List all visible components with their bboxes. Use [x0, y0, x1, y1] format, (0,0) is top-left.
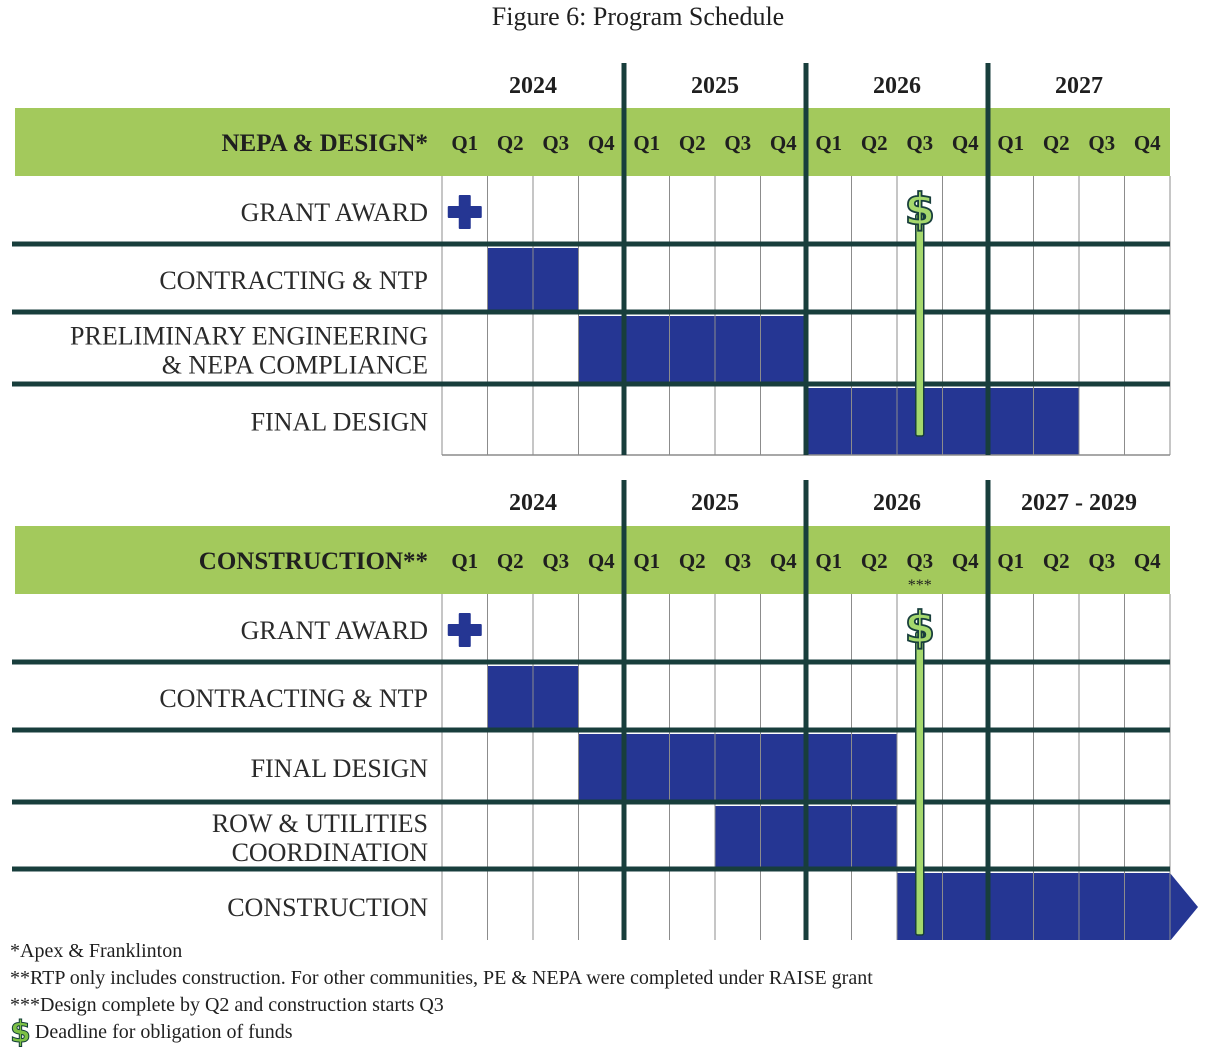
construction-milestone-note: ***	[908, 577, 932, 594]
nepa-plus-icon	[447, 195, 482, 229]
nepa-dollar-sign-icon: $	[904, 184, 935, 235]
nepa-quarter-label: Q4	[770, 131, 797, 155]
construction-quarter-label: Q2	[679, 549, 706, 573]
nepa-quarter-label: Q4	[952, 131, 979, 155]
construction-quarter-label: Q3	[542, 549, 569, 573]
construction-quarter-label: Q2	[861, 549, 888, 573]
footnotes: *Apex & Franklinton **RTP only includes …	[10, 938, 873, 1048]
construction-plus-icon	[447, 613, 482, 647]
construction-bar-arrow	[1170, 873, 1198, 940]
nepa-quarter-label: Q4	[588, 131, 615, 155]
nepa-row-label: PRELIMINARY ENGINEERING	[70, 322, 428, 351]
construction-quarter-label: Q3	[724, 549, 751, 573]
nepa-quarter-label: Q2	[1043, 131, 1070, 155]
nepa-quarter-label: Q1	[997, 131, 1024, 155]
nepa-bar-row-3	[578, 316, 806, 384]
construction-year-label: 2026	[873, 490, 921, 516]
construction-row-label: ROW & UTILITIES	[212, 809, 428, 838]
nepa-row-label: FINAL DESIGN	[251, 408, 429, 437]
nepa-quarter-label: Q1	[451, 131, 478, 155]
construction-quarter-label: Q1	[451, 549, 478, 573]
construction-row-label: FINAL DESIGN	[251, 754, 429, 783]
nepa-quarter-label: Q3	[542, 131, 569, 155]
nepa-quarter-label: Q2	[497, 131, 524, 155]
nepa-quarter-label: Q4	[1134, 131, 1161, 155]
program-schedule-gantt: NEPA & DESIGN* Q1 Q2 Q3 Q4 Q1 Q2 Q3 Q4 Q1 Q2 Q3 Q4 Q1…	[12, 63, 1198, 940]
construction-quarter-label: Q1	[815, 549, 842, 573]
construction-year-label: 2024	[509, 490, 557, 516]
construction-dollar-sign-icon: $	[904, 602, 935, 653]
nepa-quarter-label: Q2	[679, 131, 706, 155]
dollar-sign-icon: $	[10, 1015, 32, 1050]
construction-quarter-label: Q2	[1043, 549, 1070, 573]
nepa-quarter-label: Q3	[906, 131, 933, 155]
construction-header-label: CONSTRUCTION**	[199, 548, 428, 575]
construction-quarter-label: Q1	[633, 549, 660, 573]
nepa-row-label: GRANT AWARD	[241, 198, 428, 227]
nepa-quarter-label: Q1	[815, 131, 842, 155]
figure-title: Figure 6: Program Schedule	[491, 2, 785, 31]
construction-header-band	[15, 526, 1170, 594]
construction-bar-row-3	[578, 734, 897, 802]
construction-quarter-label: Q4	[952, 549, 979, 573]
footnote-design-complete: ***Design complete by Q2 and constructio…	[10, 994, 444, 1016]
construction-row-label: CONSTRUCTION	[227, 893, 428, 922]
nepa-row-label: CONTRACTING & NTP	[159, 266, 428, 295]
construction-milestone-line	[915, 631, 925, 936]
nepa-header-label: NEPA & DESIGN*	[221, 130, 428, 157]
construction-quarter-label: Q4	[588, 549, 615, 573]
construction-year-label: 2027 - 2029	[1021, 490, 1137, 516]
construction-quarter-label: Q3	[906, 549, 933, 573]
nepa-quarter-label: Q1	[633, 131, 660, 155]
footnote-apex: *Apex & Franklinton	[10, 940, 183, 962]
construction-row-label: COORDINATION	[232, 838, 429, 867]
construction-row-label: GRANT AWARD	[241, 616, 428, 645]
construction-quarter-label: Q1	[997, 549, 1024, 573]
nepa-row-label: & NEPA COMPLIANCE	[162, 351, 428, 380]
legend-deadline: $ Deadline for obligation of funds	[10, 1017, 873, 1048]
construction-quarter-label: Q4	[1134, 549, 1161, 573]
construction-row-label: CONTRACTING & NTP	[159, 684, 428, 713]
nepa-quarter-label: Q2	[861, 131, 888, 155]
legend-text: Deadline for obligation of funds	[34, 1021, 293, 1043]
nepa-quarter-label: Q3	[724, 131, 751, 155]
construction-year-label: 2025	[691, 490, 739, 516]
nepa-year-label: 2025	[691, 73, 739, 99]
nepa-year-label: 2024	[509, 73, 557, 99]
construction-quarter-label: Q2	[497, 549, 524, 573]
nepa-header-band	[15, 108, 1170, 176]
nepa-milestone-line	[915, 213, 925, 437]
nepa-year-label: 2026	[873, 73, 921, 99]
construction-quarter-label: Q3	[1088, 549, 1115, 573]
footnote-rtp: **RTP only includes construction. For ot…	[10, 967, 873, 989]
construction-quarter-label: Q4	[770, 549, 797, 573]
nepa-quarter-label: Q3	[1088, 131, 1115, 155]
nepa-year-label: 2027	[1055, 73, 1103, 99]
